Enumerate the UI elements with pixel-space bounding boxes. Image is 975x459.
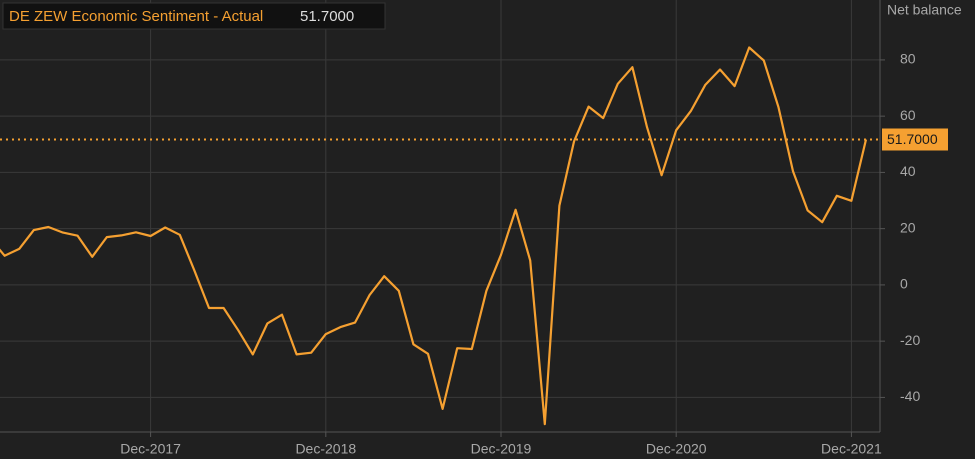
plot-area — [0, 46, 868, 426]
x-tick-label: Dec-2017 — [120, 441, 181, 457]
title-box — [2, 2, 386, 30]
annotations: -40 -20 0 20 40 60 80 Dec-2017 Dec-2018 Dec-2019 D… — [0, 51, 948, 457]
y-tick-label: -40 — [900, 388, 920, 404]
series-line — [0, 46, 868, 426]
y-axis-label: Net balance — [887, 2, 962, 18]
chart-title: DE ZEW Economic Sentiment - Actual — [9, 8, 263, 25]
y-tick-label: 60 — [900, 107, 916, 123]
current-value: 51.7000 — [300, 8, 354, 25]
y-tick-label: -20 — [900, 332, 920, 348]
y-tick-label: 0 — [900, 276, 908, 292]
x-tick-label: Dec-2019 — [471, 441, 532, 457]
y-tick-label: 40 — [900, 163, 916, 179]
current-value-tag — [882, 128, 948, 151]
x-tick-label: Dec-2018 — [295, 441, 356, 457]
x-tick-label: Dec-2020 — [646, 441, 707, 457]
x-tick-label: Dec-2021 — [821, 441, 882, 457]
grid — [0, 0, 880, 432]
y-tick-label: 20 — [900, 219, 916, 235]
y-tick-label: 80 — [900, 51, 916, 67]
current-value-tag-label: 51.7000 — [887, 131, 938, 147]
